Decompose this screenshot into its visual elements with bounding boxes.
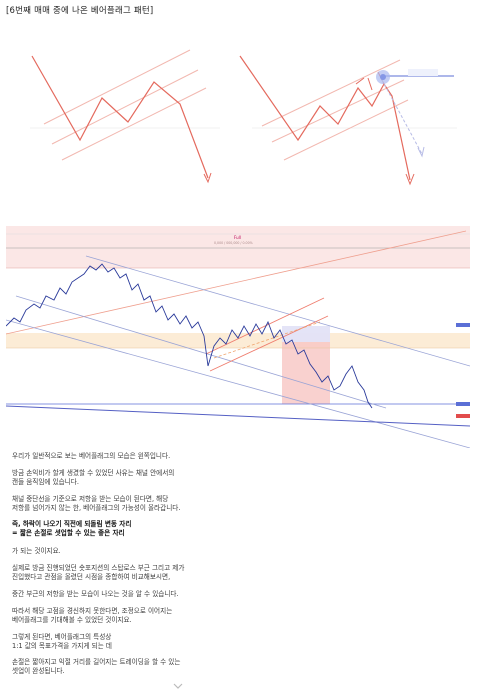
article-line: = 짧은 손절로 셧업할 수 있는 좋은 자리 <box>12 529 125 538</box>
resistance-zone <box>6 226 470 268</box>
chart-top-note: 0,000 / 000,000 / 0.00% <box>214 241 253 245</box>
article-line: 방금 손익비가 할게 생겼할 수 있었던 사유는 채널 안에서의 <box>12 468 175 477</box>
article-line: 손절은 짧아지고 익절 거리를 길어지는 트레이딩을 할 수 있는 <box>12 658 181 667</box>
stop-loss-box <box>282 326 330 342</box>
article-line: 우리가 일반적으로 보는 베어플래그의 모습은 왼쪽입니다. <box>12 452 171 460</box>
article-paragraph: 따라서 해당 고점을 경신하지 못한다면, 조정으로 이어지는 베어플래그를 기대… <box>12 607 472 625</box>
article-paragraph: 실제로 방금 진행되었던 숏포지션의 스탑로스 부근 그리고 제가 진입했다고 관… <box>12 564 472 582</box>
article-body: 우리가 일반적으로 보는 베어플래그의 모습은 왼쪽입니다. 방금 손익비가 할게… <box>12 452 472 684</box>
article-line: 채널 중단선을 기준으로 저항을 받는 모습이 된다면, 해당 <box>12 494 169 503</box>
article-line: 저항를 넘어가지 않는 한, 베어플래그의 가능성이 올라갑니다. <box>12 503 181 512</box>
article-paragraph: 손절은 짧아지고 익절 거리를 길어지는 트레이딩을 할 수 있는 셋업이 완성됩… <box>12 658 472 676</box>
article-paragraph: 가 되는 것이지요. <box>12 547 472 556</box>
article-paragraph: 즉, 하락이 나오기 직전에 되돌림 변동 자리 = 짧은 손절로 셧업할 수 있… <box>12 520 472 538</box>
article-paragraph: 그렇게 된다면, 베어플래그의 특성상 1:1 값의 목표가격을 가지게 되는 데 <box>12 633 472 651</box>
price-line <box>6 263 373 409</box>
article-paragraph: 중간 부근의 저항을 받는 모습이 나오는 것을 알 수 있습니다. <box>12 590 472 599</box>
article-line: 셋업이 완성됩니다. <box>12 667 65 676</box>
chevron-down-icon[interactable] <box>173 682 183 690</box>
chart-legend-tag: Full <box>234 235 241 240</box>
article-line: 즉, 하락이 나오기 직전에 되돌림 변동 자리 <box>12 520 132 529</box>
article-line: 중간 부근의 저항을 받는 모습이 나오는 것을 알 수 있습니다. <box>12 589 179 598</box>
article-line: 베어플래그를 기대해볼 수 있었던 것이지요. <box>12 615 132 624</box>
article-line: 따라서 해당 고점을 경신하지 못한다면, 조정으로 이어지는 <box>12 606 173 615</box>
trading-chart: Full 0,000 / 000,000 / 0.00% <box>6 226 470 448</box>
page-title: [6번째 매매 중에 나온 베어플래그 패턴] <box>6 6 154 16</box>
bear-flag-diagram-left <box>30 49 220 184</box>
article-line: 그렇게 된다면, 베어플래그의 특성상 <box>12 632 112 641</box>
article-paragraph: 우리가 일반적으로 보는 베어플래그의 모습은 왼쪽입니다. <box>12 452 472 461</box>
article-line: 가 되는 것이지요. <box>12 547 61 556</box>
article-line: 진입했다고 관점을 올렸던 시점을 종합하여 비교해보시면, <box>12 573 171 582</box>
bear-flag-diagram-right <box>239 55 457 186</box>
article-paragraph: 방금 손익비가 할게 생겼할 수 있었던 사유는 채널 안에서의 캔들 움직임에 … <box>12 469 472 487</box>
article-line: 캔들 움직임에 있습니다. <box>12 477 79 486</box>
supply-zone <box>6 333 470 348</box>
article-paragraph: 채널 중단선을 기준으로 저항을 받는 모습이 된다면, 해당 저항를 넘어가지 … <box>12 495 472 513</box>
article-line: 1:1 값의 목표가격을 가지게 되는 데 <box>12 641 112 650</box>
article-line: 실제로 방금 진행되었던 숏포지션의 스탑로스 부근 그리고 제가 <box>12 564 185 573</box>
